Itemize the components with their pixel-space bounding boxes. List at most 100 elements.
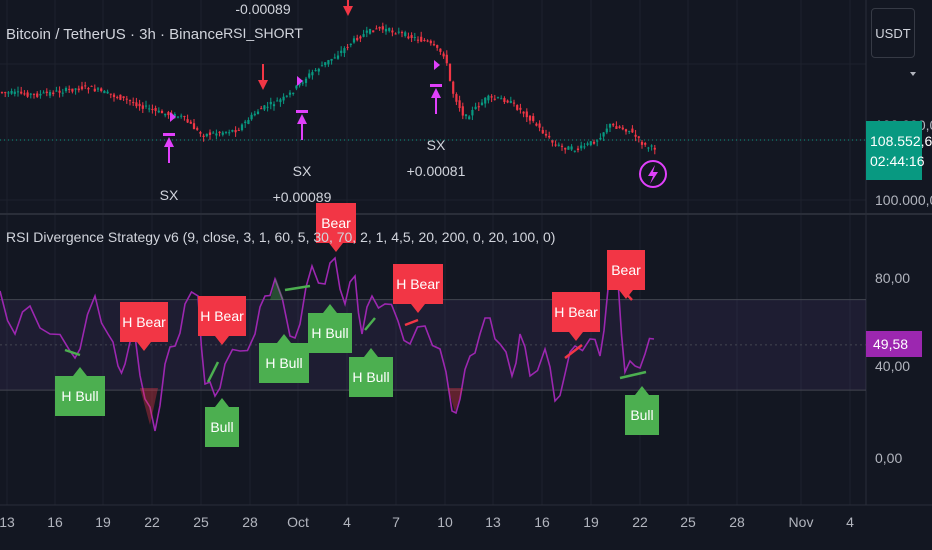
candle-body <box>263 105 266 110</box>
candle-body <box>192 123 196 130</box>
time-axis-label: 7 <box>392 514 400 530</box>
time-axis-label: 28 <box>729 514 745 530</box>
candle-body <box>352 38 356 43</box>
candle-body <box>260 108 263 110</box>
candle-body <box>634 134 637 137</box>
candle-body <box>68 88 71 90</box>
time-axis-label: 19 <box>583 514 599 530</box>
candle-body <box>119 94 122 100</box>
current-price-label: 108.552,65 02:44:16 <box>866 121 932 180</box>
candle-body <box>541 130 544 134</box>
rsi-axis-label: 0,00 <box>875 450 902 466</box>
divergence-label-box <box>205 398 239 447</box>
candle-body <box>317 68 320 72</box>
candle-body <box>605 128 608 133</box>
currency-button[interactable]: USDT <box>871 8 915 58</box>
candle-body <box>42 92 45 94</box>
candle-body <box>615 126 618 129</box>
candle-body <box>621 127 624 130</box>
candle-body <box>640 141 644 145</box>
candle-body <box>285 95 288 97</box>
signal-arrow-head <box>258 80 268 90</box>
rsi-axis-label: 40,00 <box>875 358 910 374</box>
candle-body <box>64 87 68 92</box>
candle-body <box>10 90 13 94</box>
candle-body <box>269 101 272 105</box>
candle-body <box>464 114 468 117</box>
time-axis[interactable]: 13 16 19 22 25 28 Oct 4 7 10 13 16 19 22 25 28 Nov 4 <box>0 514 854 530</box>
candle-body <box>55 90 58 92</box>
entry-marker <box>297 76 303 86</box>
candle-body <box>93 88 96 92</box>
signal-value: -0.00089 <box>235 1 290 17</box>
candle-body <box>116 96 119 98</box>
candle-body <box>160 110 164 114</box>
candle-body <box>301 82 304 84</box>
candle-body <box>109 93 112 95</box>
divergence-line <box>564 344 583 359</box>
candle-body <box>548 135 551 138</box>
entry-marker <box>170 112 176 122</box>
lightning-icon[interactable] <box>639 160 667 188</box>
candle-body <box>583 146 586 148</box>
candle-body <box>247 120 250 124</box>
candle-body <box>157 110 160 113</box>
candle-body <box>448 63 452 81</box>
signal-arrow-head <box>164 137 174 147</box>
candle-body <box>397 31 400 33</box>
candle-body <box>506 100 509 103</box>
candle-body <box>189 121 192 124</box>
candle-body <box>346 46 349 48</box>
symbol-title[interactable]: Bitcoin / TetherUS · 3h · Binance <box>6 26 224 43</box>
divergence-label-text: Bull <box>630 407 653 423</box>
candle-body <box>36 93 39 97</box>
candle-body <box>420 36 423 42</box>
candle-body <box>653 147 656 150</box>
candle-body <box>224 131 228 133</box>
candle-body <box>135 102 138 107</box>
divergence-line <box>404 318 419 327</box>
candle-body <box>196 128 199 130</box>
candle-body <box>589 141 592 146</box>
divergence-label-text: Bull <box>210 419 233 435</box>
divergence-line <box>619 370 647 380</box>
candle-body <box>74 88 77 90</box>
scale-arrow-icon <box>910 72 916 76</box>
candle-body <box>356 37 359 41</box>
candle-body <box>228 132 231 134</box>
divergence-line <box>206 361 220 383</box>
divergence-label-box <box>316 203 356 252</box>
candle-body <box>554 144 557 146</box>
divergence-line <box>64 348 81 357</box>
candle-body <box>128 100 132 102</box>
candle-body <box>528 115 532 121</box>
candle-body <box>525 111 528 118</box>
divergence-label-box <box>349 348 393 397</box>
candle-body <box>167 112 170 116</box>
candle-body <box>212 132 215 134</box>
price-axis-label: 100.000,00 <box>875 192 932 208</box>
time-axis-label: Oct <box>287 514 309 530</box>
candle-body <box>333 57 336 59</box>
candle-body <box>573 150 576 152</box>
indicator-title[interactable]: RSI Divergence Strategy v6 (9, close, 3,… <box>6 229 556 245</box>
candle-body <box>122 96 125 98</box>
time-axis-label: 13 <box>0 514 15 530</box>
candle-body <box>618 126 621 128</box>
divergence-label-text: Bear <box>611 262 641 278</box>
candle-body <box>164 113 167 116</box>
candle-body <box>90 85 93 87</box>
candle-body <box>544 133 548 136</box>
candle-body <box>148 108 151 110</box>
candle-body <box>628 130 631 132</box>
candle-body <box>320 65 324 67</box>
time-axis-label: 28 <box>242 514 258 530</box>
entry-marker <box>434 60 440 70</box>
candle-body <box>445 54 448 64</box>
candle-body <box>592 141 596 144</box>
candle-body <box>423 39 426 41</box>
candle-body <box>23 93 26 95</box>
candle-body <box>103 90 106 94</box>
time-axis-label: 13 <box>485 514 501 530</box>
